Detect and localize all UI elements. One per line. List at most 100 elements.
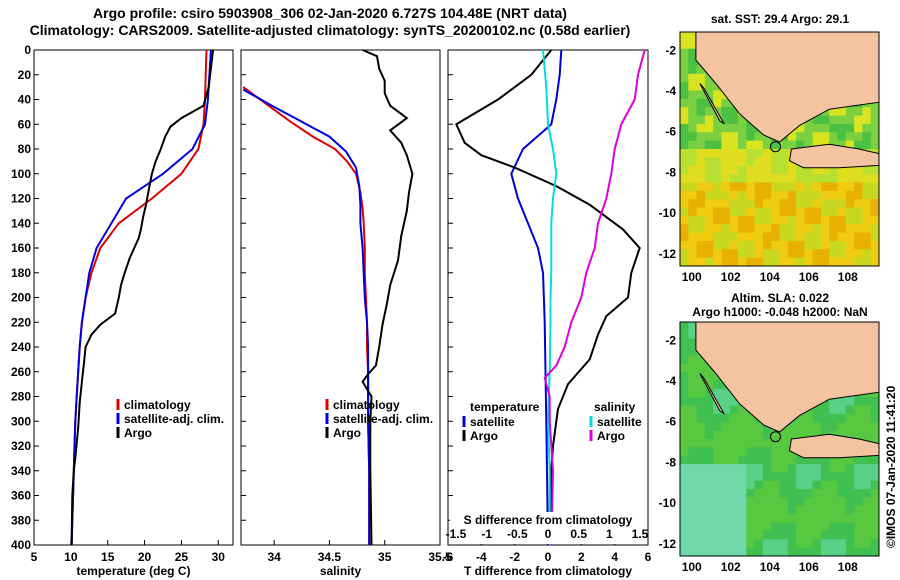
map-cell: [680, 405, 689, 415]
map-cell: [845, 430, 855, 440]
map-cell: [688, 397, 698, 407]
map-cell: [845, 547, 855, 557]
map-cell: [820, 522, 830, 532]
map-cell: [870, 430, 880, 440]
map-cell: [854, 190, 863, 200]
map-cell: [779, 140, 789, 150]
map-cell: [829, 190, 839, 200]
map-cell: [762, 182, 772, 192]
map-cell: [762, 257, 772, 267]
map-cell: [779, 464, 789, 473]
map-cell: [729, 539, 739, 549]
map-cell: [779, 430, 789, 440]
map-cell: [746, 464, 756, 473]
map-cell: [746, 413, 756, 423]
map-cell: [870, 257, 880, 267]
map-cell: [704, 149, 714, 158]
map-cell: [812, 480, 822, 490]
map-cell: [680, 505, 689, 515]
map-cell: [796, 182, 805, 192]
map-cell: [754, 165, 764, 175]
map-cell: [854, 489, 863, 498]
map-cell: [796, 530, 805, 540]
map-cell: [870, 174, 880, 183]
map-cell: [820, 530, 830, 540]
map-cell: [812, 455, 822, 465]
map-cell: [837, 257, 847, 267]
map-cell: [845, 140, 855, 150]
map-cell: [845, 405, 855, 415]
map-cell: [787, 207, 797, 217]
map-cell: [820, 182, 830, 192]
map-cell: [779, 215, 789, 225]
map-cell: [704, 165, 714, 175]
map-cell: [738, 182, 747, 192]
map-cell: [845, 215, 855, 225]
map-cell: [704, 497, 714, 507]
map-cell: [870, 497, 880, 507]
map-cell: [812, 115, 822, 125]
map-cell: [812, 489, 822, 498]
map-cell: [688, 174, 698, 183]
map-cell: [845, 207, 855, 217]
map-cell: [704, 447, 714, 457]
map-cell: [762, 149, 772, 158]
map-cell: [746, 439, 756, 448]
map-cell: [804, 232, 814, 242]
map-cell: [862, 107, 872, 117]
map-cell: [787, 505, 797, 515]
map-cell: [680, 447, 689, 457]
map-cell: [796, 249, 805, 259]
panel-frame-1: [240, 49, 441, 546]
map-cell: [738, 455, 747, 465]
map-cell: [680, 132, 689, 142]
map-cell: [771, 190, 780, 200]
map-cell: [812, 472, 822, 482]
map-cell: [804, 472, 814, 482]
map-cell: [721, 522, 731, 532]
map-cell: [696, 380, 706, 390]
map-cell: [696, 165, 706, 175]
map-cell: [820, 505, 830, 515]
map-cell: [812, 430, 822, 440]
map-cell: [762, 199, 772, 208]
map-cell: [862, 539, 872, 549]
map-cell: [779, 190, 789, 200]
map-cell: [820, 422, 830, 432]
map-cell: [738, 157, 747, 167]
map-cell: [837, 455, 847, 465]
map-cell: [829, 472, 839, 482]
sla-map-title-line1: Altim. SLA: 0.022: [730, 291, 830, 305]
map-cell: [713, 90, 722, 100]
map-cell: [704, 455, 714, 465]
map-cell: [704, 380, 714, 390]
x-tick-label-top: -1: [481, 527, 492, 541]
legend-label: climatology: [124, 398, 191, 412]
depth-tick-label: 380: [11, 513, 31, 527]
sla-map-title-line2: Argo h1000: -0.048 h2000: NaN: [692, 305, 868, 319]
map-cell: [762, 174, 772, 183]
map-cell: [680, 82, 689, 91]
map-cell: [738, 174, 747, 183]
map-cell: [738, 422, 747, 432]
map-cell: [820, 165, 830, 175]
map-cell: [771, 497, 780, 507]
map-cell: [870, 140, 880, 150]
map-cell: [804, 480, 814, 490]
map-cell: [754, 430, 764, 440]
map-cell: [704, 224, 714, 234]
map-cell: [696, 472, 706, 482]
map-cell: [845, 472, 855, 482]
map-cell: [812, 405, 822, 415]
map-cell: [854, 539, 863, 549]
map-cell: [796, 497, 805, 507]
map-cell: [680, 514, 689, 524]
depth-tick-label: 80: [18, 142, 32, 156]
map-cell: [713, 380, 722, 390]
map-cell: [862, 232, 872, 242]
map-cell: [862, 397, 872, 407]
legend-label: Argo: [470, 429, 498, 443]
map-cell: [804, 413, 814, 423]
map-cell: [729, 397, 739, 407]
map-cell: [779, 232, 789, 242]
